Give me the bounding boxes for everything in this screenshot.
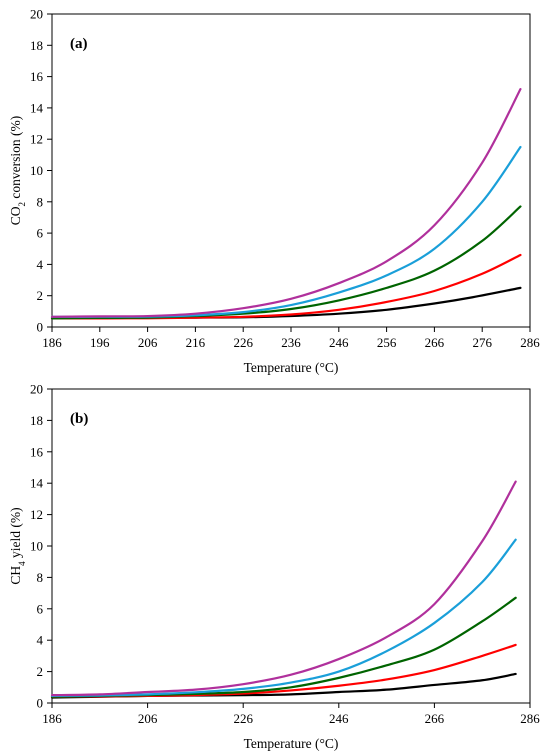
x-tick-label: 276 <box>472 335 492 350</box>
y-tick-label: 12 <box>30 507 43 522</box>
series-lines-a <box>50 88 522 320</box>
series-line-4 <box>50 538 517 698</box>
x-tick-label: 226 <box>233 335 253 350</box>
series-line-5 <box>50 480 517 697</box>
y-tick-label: 6 <box>37 226 44 241</box>
x-ticks-b: 186 206 226 246 266 286 <box>42 703 540 726</box>
y-tick-label: 14 <box>30 476 44 491</box>
y-tick-label: 2 <box>37 664 44 679</box>
x-axis-label-b: Temperature (°C) <box>244 736 339 751</box>
y-tick-label: 0 <box>37 320 44 335</box>
y-tick-label: 18 <box>30 38 43 53</box>
x-tick-label: 196 <box>90 335 110 350</box>
x-tick-label: 286 <box>520 711 540 726</box>
series-line-1 <box>50 286 522 319</box>
x-tick-label: 266 <box>425 335 445 350</box>
x-tick-label: 186 <box>42 335 62 350</box>
y-tick-label: 20 <box>30 382 43 397</box>
x-tick-label: 266 <box>425 711 445 726</box>
y-tick-label: 8 <box>37 570 44 585</box>
y-tick-label: 16 <box>30 444 44 459</box>
y-tick-label: 20 <box>30 7 43 22</box>
y-ticks-a: 0 2 4 6 8 10 12 14 16 18 20 <box>30 7 52 335</box>
y-tick-label: 4 <box>37 257 44 272</box>
y-tick-label: 4 <box>37 633 44 648</box>
y-tick-label: 6 <box>37 601 44 616</box>
x-axis-label-a: Temperature (°C) <box>244 360 339 375</box>
x-tick-label: 246 <box>329 335 349 350</box>
chart-panel-a: 186 196 206 216 226 236 246 256 266 276 286 024681… <box>8 7 540 376</box>
series-lines-b <box>50 480 517 699</box>
y-tick-label: 14 <box>30 100 44 115</box>
x-tick-label: 216 <box>186 335 206 350</box>
y-tick-label: 10 <box>30 163 43 178</box>
series-line-3 <box>50 596 517 698</box>
x-tick-label: 246 <box>329 711 349 726</box>
plot-area-a <box>51 13 531 328</box>
y-tick-label: 16 <box>30 69 44 84</box>
x-tick-label: 226 <box>233 711 253 726</box>
y-tick-label: 12 <box>30 132 43 147</box>
x-ticks-a: 186 196 206 216 226 236 246 256 266 276 286 <box>42 327 540 350</box>
y-ticks-b: 0 2 4 6 8 10 12 14 16 18 20 <box>30 382 52 711</box>
y-tick-label: 10 <box>30 539 43 554</box>
plot-area-b <box>51 388 531 704</box>
x-tick-label: 256 <box>377 335 397 350</box>
y-tick-label: 18 <box>30 413 43 428</box>
panel-label-b: (b) <box>70 411 88 427</box>
x-tick-label: 186 <box>42 711 62 726</box>
x-tick-label: 206 <box>138 335 158 350</box>
x-tick-label: 206 <box>138 711 158 726</box>
series-line-4 <box>50 145 522 318</box>
y-axis-label-b: CH4 yield (%) <box>8 507 27 584</box>
y-tick-label: 0 <box>37 696 44 711</box>
series-line-5 <box>50 88 522 318</box>
panel-label-a: (a) <box>70 36 88 52</box>
x-tick-label: 286 <box>520 335 540 350</box>
y-tick-label: 8 <box>37 194 44 209</box>
x-tick-label: 236 <box>281 335 301 350</box>
y-axis-label-a: CO2 conversion (%) <box>8 116 27 226</box>
y-tick-label: 2 <box>37 288 44 303</box>
